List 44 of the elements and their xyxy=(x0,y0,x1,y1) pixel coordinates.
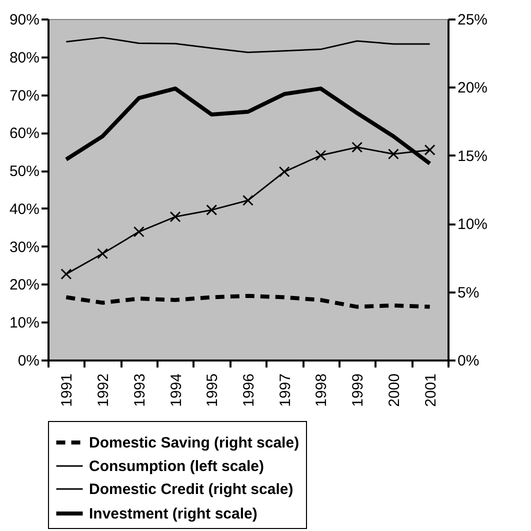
point xyxy=(97,248,108,260)
y2-tick-label: 0% xyxy=(458,352,480,370)
y2-tick-label: 15% xyxy=(458,148,488,165)
x-tick-label: 1997 xyxy=(276,374,294,407)
point xyxy=(388,148,399,160)
point xyxy=(206,204,218,216)
x-tick-label: 1995 xyxy=(204,374,222,407)
point xyxy=(278,166,290,178)
legend-label: Domestic Saving (right scale) xyxy=(89,434,300,452)
point xyxy=(60,268,72,280)
point xyxy=(170,211,181,222)
y-tick-label: 60% xyxy=(9,125,40,142)
y2-tick-label: 10% xyxy=(458,216,488,234)
x-tick-label: 1994 xyxy=(168,374,185,407)
y2-tick-label: 25% xyxy=(458,12,488,28)
y-tick-label: 50% xyxy=(9,163,40,180)
x-tick-label: 2000 xyxy=(386,374,403,407)
x-tick-label: 1993 xyxy=(131,374,148,407)
y2-tick-label: 5% xyxy=(458,284,480,302)
line-series xyxy=(64,294,432,309)
y-tick-label: 10% xyxy=(9,314,40,332)
x-tick-label: 1996 xyxy=(240,374,258,407)
x-tick-label: 1992 xyxy=(95,374,112,407)
y-tick-label: 90% xyxy=(9,12,40,28)
x-tick-label: 1999 xyxy=(350,374,367,407)
y-tick-label: 20% xyxy=(9,276,40,294)
x-tick-label: 1998 xyxy=(313,374,330,407)
y2-tick-label: 20% xyxy=(458,80,488,97)
y-tick-label: 70% xyxy=(9,87,40,104)
point xyxy=(315,150,326,161)
legend-label: Domestic Credit (right scale) xyxy=(89,481,294,498)
y-tick-label: 80% xyxy=(9,49,40,66)
point xyxy=(424,144,436,156)
y-tick-label: 30% xyxy=(9,238,40,256)
x-tick-label: 2001 xyxy=(422,374,440,407)
y-tick-label: 0% xyxy=(18,352,40,370)
point xyxy=(352,142,363,153)
x-tick-label: 1991 xyxy=(58,374,76,407)
point xyxy=(242,194,254,206)
legend-label: Consumption (left scale) xyxy=(89,458,264,475)
y-tick-label: 40% xyxy=(9,200,40,218)
point xyxy=(133,226,144,238)
line-series xyxy=(65,36,431,54)
legend-label: Investment (right scale) xyxy=(89,506,258,522)
